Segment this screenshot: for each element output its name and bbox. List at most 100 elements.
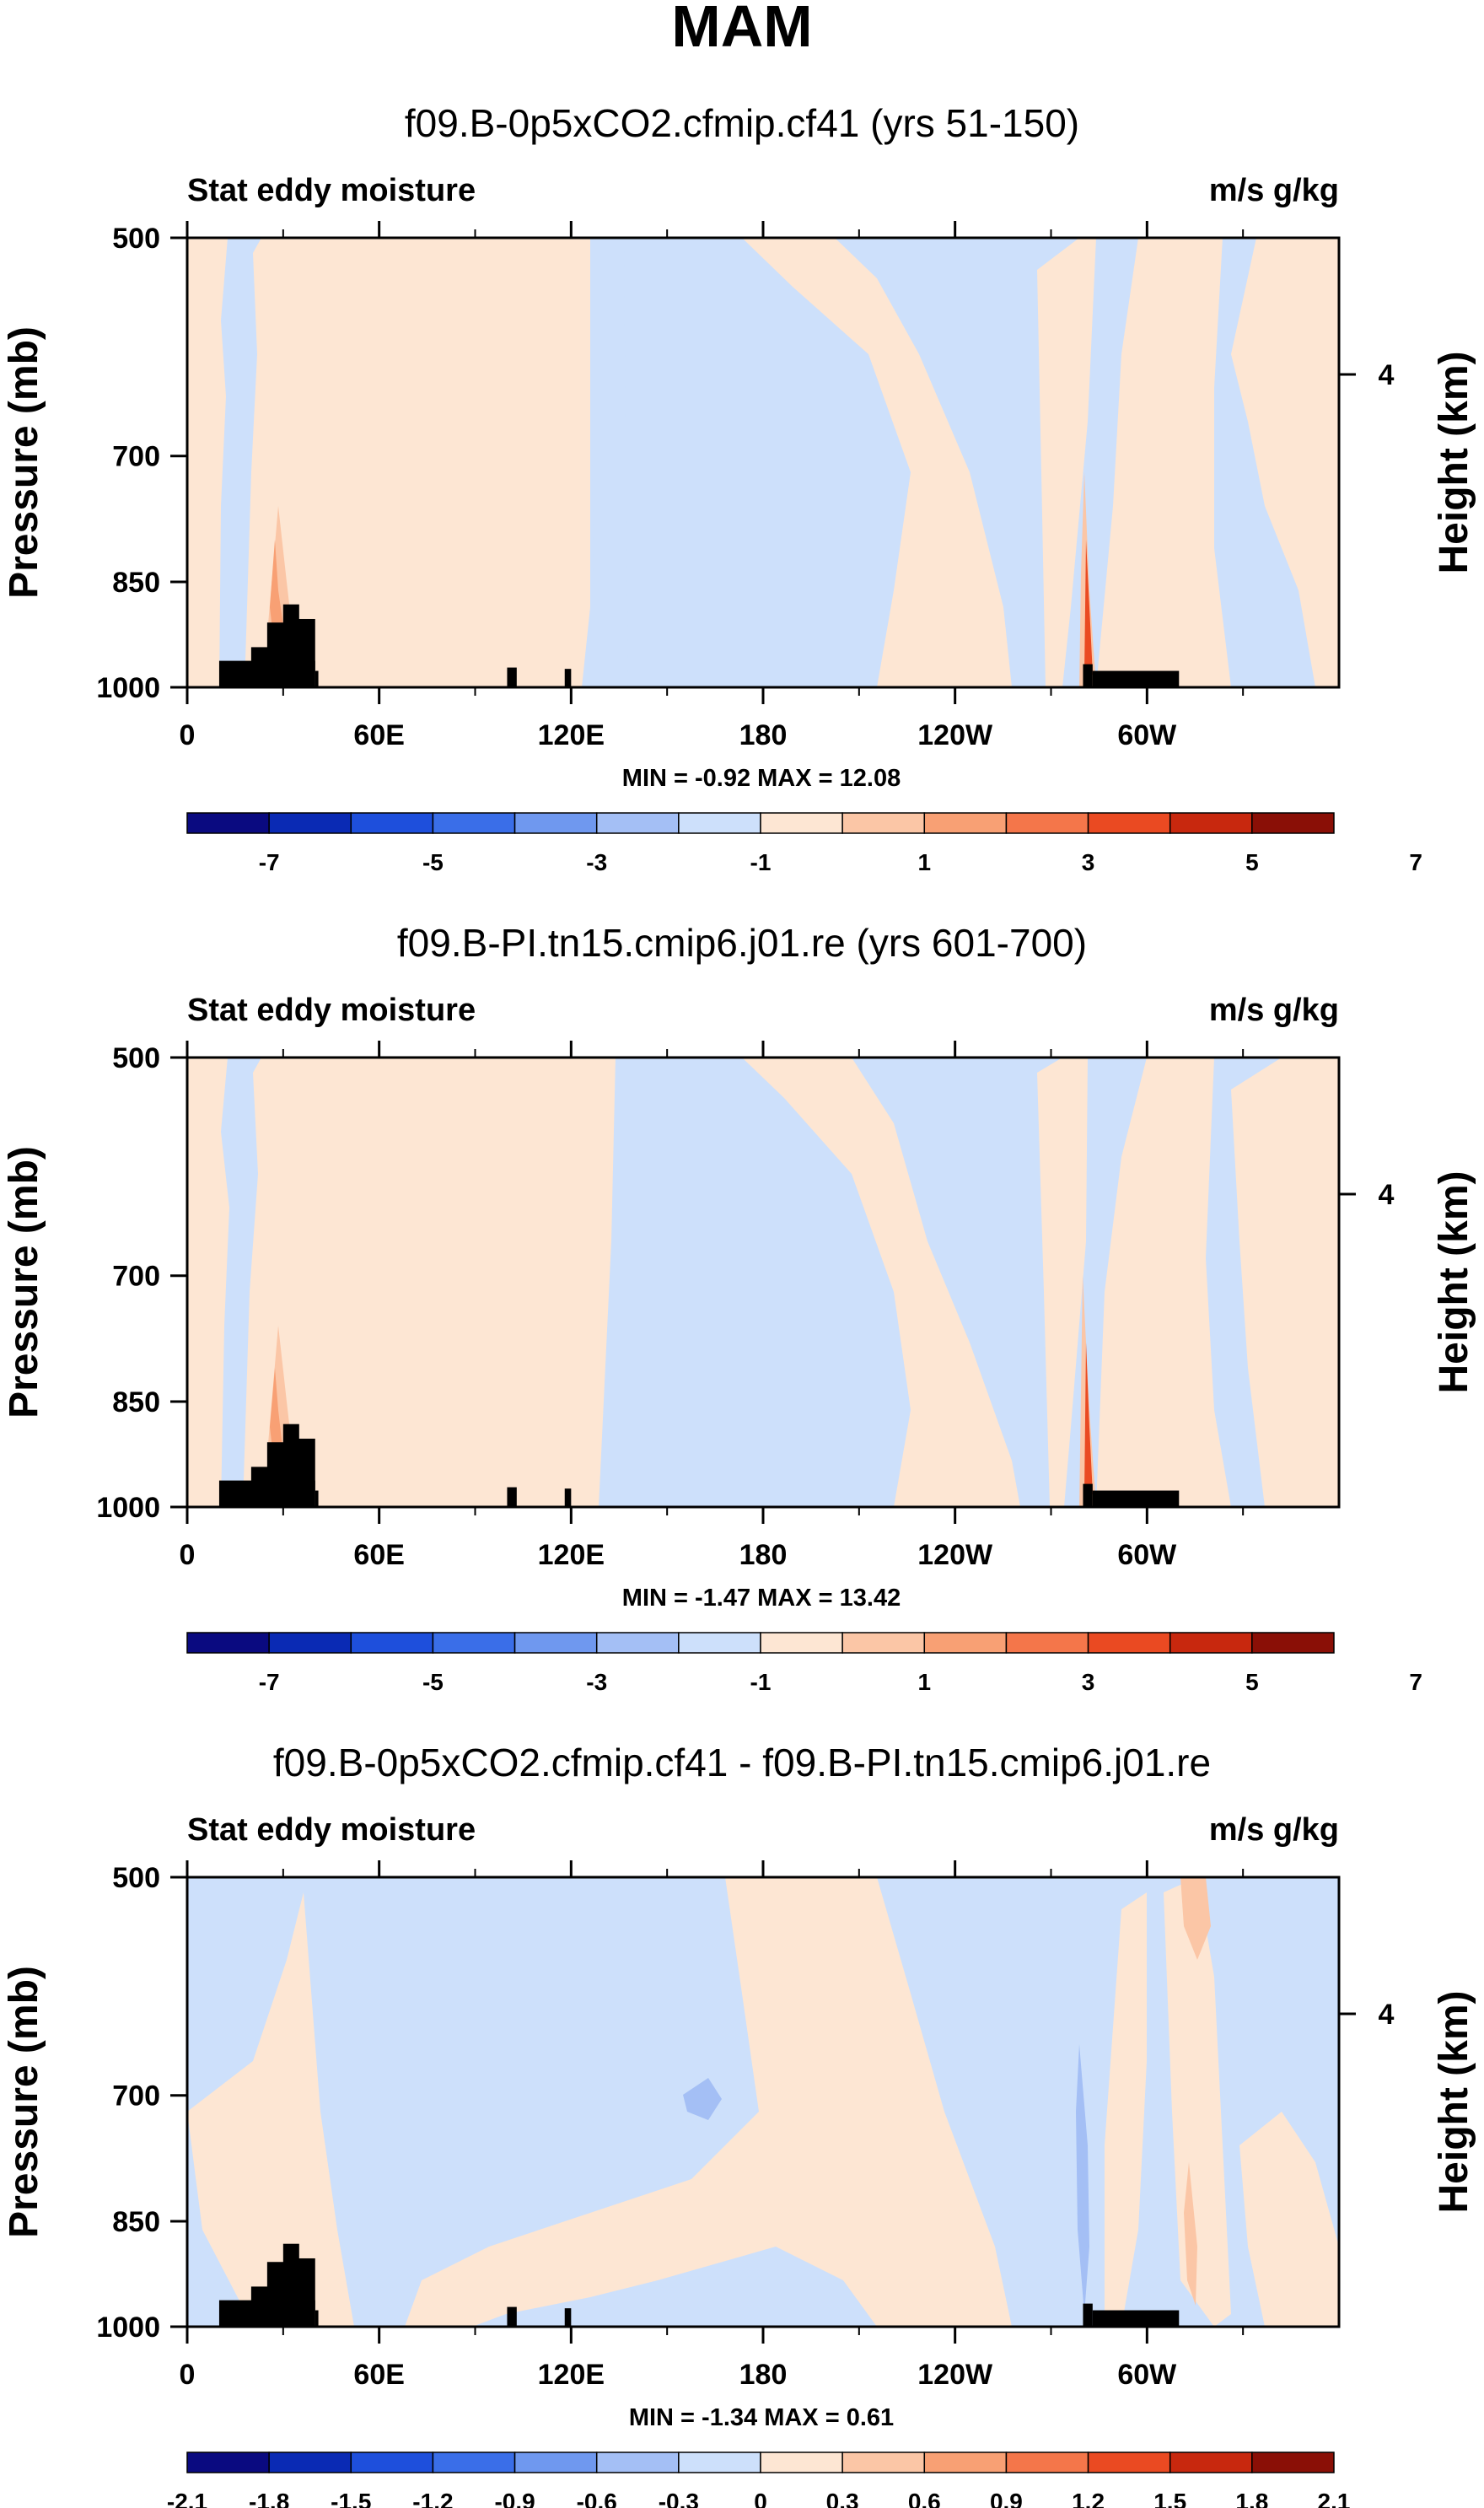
x-tick-label: 120E <box>538 1539 605 1571</box>
x-tick-label: 120E <box>538 719 605 751</box>
min-max-stats: MIN = -0.92 MAX = 12.08 <box>622 765 901 792</box>
colorbar-label: -1.2 <box>412 2489 453 2508</box>
colorbar-box <box>841 812 926 834</box>
left-label: Stat eddy moisture <box>187 1812 476 1848</box>
y-tick-label: 850 <box>112 2206 160 2238</box>
contour-region-4 <box>1037 238 1096 687</box>
right-label: m/s g/kg <box>1209 173 1339 208</box>
contour-field <box>187 238 1339 687</box>
contour-region-7 <box>1184 2162 1197 2306</box>
y2-axis-title: Height (km) <box>1432 1991 1476 2214</box>
contour-region-2 <box>405 1877 1012 2327</box>
contour-region-11 <box>1084 540 1093 675</box>
y2-tick-label: 4 <box>1379 359 1395 391</box>
x-tick-label: 180 <box>739 2359 788 2391</box>
colorbar-box <box>1005 2451 1089 2473</box>
y-tick-label: 700 <box>112 441 160 473</box>
min-max-stats: MIN = -1.47 MAX = 13.42 <box>622 1585 901 1612</box>
colorbar-box <box>760 1632 843 1654</box>
land-mask-9 <box>1083 664 1093 687</box>
land-mask-6 <box>315 1490 319 1507</box>
contour-region-10 <box>1084 1343 1093 1494</box>
y2-axis-title: Height (km) <box>1432 352 1476 574</box>
colorbar-label: 1.5 <box>1153 2489 1186 2508</box>
land-mask-10 <box>1092 670 1180 687</box>
contour-region-6 <box>1231 238 1339 687</box>
y2-tick-label: 4 <box>1379 1999 1395 2031</box>
colorbar-box <box>1169 1632 1253 1654</box>
colorbar-label: 1.2 <box>1072 2489 1105 2508</box>
colorbar-box <box>923 2451 1008 2473</box>
colorbar-label: 7 <box>1409 849 1422 875</box>
land-mask-7 <box>507 667 517 687</box>
colorbar-box <box>595 1632 680 1654</box>
colorbar-box <box>350 2451 434 2473</box>
colorbar-box <box>1005 1632 1089 1654</box>
colorbar-box <box>268 812 352 834</box>
colorbar-box <box>595 812 680 834</box>
colorbar-box <box>923 812 1008 834</box>
contour-region-8 <box>683 2078 722 2120</box>
land-mask-5 <box>293 618 315 687</box>
x-tick-label: 0 <box>180 719 196 751</box>
colorbar-box <box>268 1632 352 1654</box>
x-tick-label: 60E <box>353 719 405 751</box>
colorbar-box <box>268 2451 352 2473</box>
colorbar-label: 0.3 <box>826 2489 859 2508</box>
colorbar-label: 0.6 <box>908 2489 941 2508</box>
colorbar-box <box>186 2451 270 2473</box>
colorbar-box <box>1087 1632 1171 1654</box>
y-tick-label: 1000 <box>96 672 160 704</box>
colorbar-label: -7 <box>259 1669 280 1695</box>
right-label: m/s g/kg <box>1209 993 1339 1028</box>
colorbar-label: 2.1 <box>1318 2489 1351 2508</box>
colorbar-label: -1 <box>750 849 772 875</box>
colorbar-box <box>432 1632 516 1654</box>
colorbar-box <box>760 812 843 834</box>
colorbar-label: 1 <box>917 849 931 875</box>
colorbar-box <box>350 812 434 834</box>
colorbar-label: -0.9 <box>494 2489 535 2508</box>
contour-region-9 <box>1076 2044 1089 2314</box>
y-tick-label: 500 <box>112 1042 160 1074</box>
y-tick-label: 700 <box>112 2080 160 2112</box>
colorbar-box <box>432 2451 516 2473</box>
colorbar-box <box>595 2451 680 2473</box>
contour-region-1 <box>187 1058 229 1507</box>
colorbar-label: 1 <box>917 1669 931 1695</box>
colorbar-box <box>186 1632 270 1654</box>
contour-region-3 <box>1105 1892 1147 2327</box>
x-tick-label: 120W <box>917 1539 993 1571</box>
x-tick-label: 60W <box>1117 2359 1177 2391</box>
chart-title: f09.B-0p5xCO2.cfmip.cf41 - f09.B-PI.tn15… <box>273 1741 1211 1784</box>
contour-region-7 <box>590 238 628 687</box>
contour-region-4 <box>1164 1877 1231 2327</box>
colorbar-box <box>513 1632 598 1654</box>
y-tick-label: 1000 <box>96 2312 160 2344</box>
contour-region-1 <box>187 1892 354 2327</box>
colorbar-box <box>1087 812 1171 834</box>
x-tick-label: 120E <box>538 2359 605 2391</box>
colorbar-label: -2.1 <box>167 2489 207 2508</box>
y-tick-label: 500 <box>112 223 160 255</box>
contour-field <box>187 1877 1339 2327</box>
x-tick-label: 180 <box>739 719 788 751</box>
land-mask-9 <box>1083 1483 1093 1507</box>
colorbar-label: -3 <box>586 849 607 875</box>
chart-panel-2: f09.B-PI.tn15.cmip6.j01.re (yrs 601-700)… <box>2 921 1476 1695</box>
x-tick-label: 180 <box>739 1539 788 1571</box>
colorbar-label: -7 <box>259 849 280 875</box>
y-tick-label: 500 <box>112 1862 160 1894</box>
x-tick-label: 60W <box>1117 719 1177 751</box>
colorbar-label: 1.8 <box>1235 2489 1268 2508</box>
y-tick-label: 1000 <box>96 1492 160 1524</box>
land-mask-8 <box>564 1488 572 1507</box>
land-mask-10 <box>1092 1490 1180 1507</box>
land-mask-8 <box>564 669 572 687</box>
colorbar-box <box>1251 2451 1335 2473</box>
y-axis-title: Pressure (mb) <box>2 1146 46 1418</box>
land-mask-9 <box>1083 2303 1093 2327</box>
y-tick-label: 850 <box>112 567 160 599</box>
land-mask-6 <box>315 2310 319 2327</box>
colorbar-box <box>841 2451 926 2473</box>
